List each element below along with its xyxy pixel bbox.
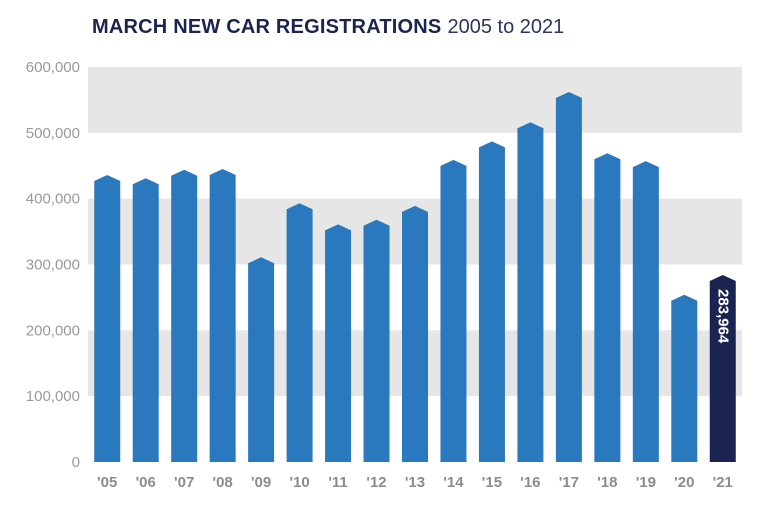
x-tick-label: '20 <box>674 474 694 491</box>
grid-band <box>88 67 742 133</box>
x-tick-label: '08 <box>213 474 233 491</box>
y-tick-label: 0 <box>72 454 80 471</box>
x-tick-label: '11 <box>328 474 347 491</box>
bar <box>555 92 582 463</box>
y-axis: 0 100,000 200,000 300,000 400,000 500,000 600,… <box>26 59 80 471</box>
x-tick-label: '12 <box>366 474 386 491</box>
chart-title-row: MARCH NEW CAR REGISTRATIONS 2005 to 2021 <box>92 14 564 40</box>
bar <box>286 203 313 462</box>
bar <box>94 174 121 462</box>
y-tick-label: 500,000 <box>26 125 80 142</box>
x-tick-label: '13 <box>405 474 425 491</box>
bar <box>171 169 198 462</box>
bars <box>94 92 736 463</box>
bar-highlight <box>709 275 736 462</box>
chart-title: MARCH NEW CAR REGISTRATIONS <box>92 16 442 38</box>
bar <box>517 122 544 463</box>
data-label: 283,964 <box>714 289 731 344</box>
bar <box>478 141 505 462</box>
bar <box>594 153 621 462</box>
bar <box>363 219 390 462</box>
x-tick-label: '14 <box>443 474 464 491</box>
y-tick-label: 400,000 <box>26 191 80 208</box>
bar <box>325 224 352 462</box>
x-tick-label: '05 <box>97 474 117 491</box>
x-tick-label: '18 <box>597 474 617 491</box>
y-tick-label: 300,000 <box>26 257 80 274</box>
bar <box>632 161 659 462</box>
bar <box>440 159 467 462</box>
bar <box>209 169 236 462</box>
annotations: 283,964 <box>714 289 731 344</box>
x-tick-label: '21 <box>713 474 733 491</box>
x-axis: '05 '06 '07 '08 '09 '10 '11 '12 '13 '14 '15 '16 '17 '… <box>97 474 733 491</box>
bar <box>671 294 698 462</box>
y-tick-label: 600,000 <box>26 59 80 76</box>
x-tick-label: '10 <box>289 474 309 491</box>
x-tick-label: '06 <box>136 474 156 491</box>
x-tick-label: '09 <box>251 474 271 491</box>
y-tick-label: 100,000 <box>26 388 80 405</box>
x-tick-label: '16 <box>520 474 540 491</box>
bar <box>402 205 428 463</box>
y-tick-label: 200,000 <box>26 322 80 339</box>
x-tick-label: '19 <box>636 474 656 491</box>
chart-subtitle: 2005 to 2021 <box>447 16 565 38</box>
x-tick-label: '07 <box>174 474 194 491</box>
x-tick-label: '15 <box>482 474 502 491</box>
x-tick-label: '17 <box>559 474 579 491</box>
bar <box>248 257 275 462</box>
bar <box>132 178 159 462</box>
